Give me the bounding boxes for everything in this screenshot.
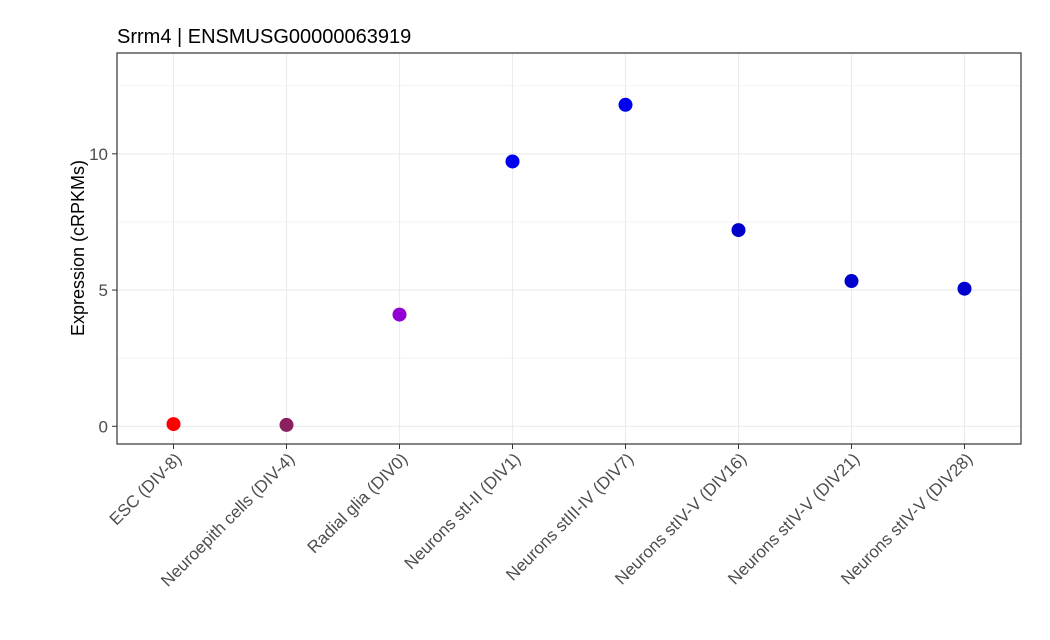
x-tick-label: Neurons stIV-V (DIV21) [724, 449, 863, 588]
y-tick-label: 0 [99, 417, 108, 436]
x-tick-label: Neurons stI-II (DIV1) [401, 449, 525, 573]
data-point [844, 274, 859, 289]
x-tick-label: Neurons stIII-IV (DIV7) [502, 449, 637, 584]
chart-title: Srrm4 | ENSMUSG00000063919 [117, 26, 411, 48]
x-tick-label: Neurons stIV-V (DIV16) [611, 449, 750, 588]
data-point [957, 281, 972, 296]
x-tick-label: Neurons stIV-V (DIV28) [837, 449, 976, 588]
data-point [392, 307, 407, 322]
data-point [731, 223, 746, 238]
axis-ticks [112, 153, 965, 449]
data-points [166, 97, 972, 432]
x-tick-label: Neuroepith cells (DIV-4) [157, 449, 298, 590]
data-point [279, 417, 294, 432]
y-axis-title: Expression (cRPKMs) [68, 160, 88, 336]
x-tick-label: ESC (DIV-8) [106, 449, 186, 529]
x-tick-labels: ESC (DIV-8)Neuroepith cells (DIV-4) Radia… [106, 449, 977, 590]
y-tick-label: 10 [89, 145, 108, 164]
grid [117, 53, 1021, 444]
y-tick-labels: 0 5 10 [89, 145, 108, 436]
y-tick-label: 5 [99, 281, 108, 300]
data-point [618, 97, 633, 112]
x-tick-label: Radial glia (DIV0) [304, 449, 412, 557]
data-point [166, 417, 181, 432]
data-point [505, 154, 520, 169]
plot-panel-border [116, 52, 1022, 445]
